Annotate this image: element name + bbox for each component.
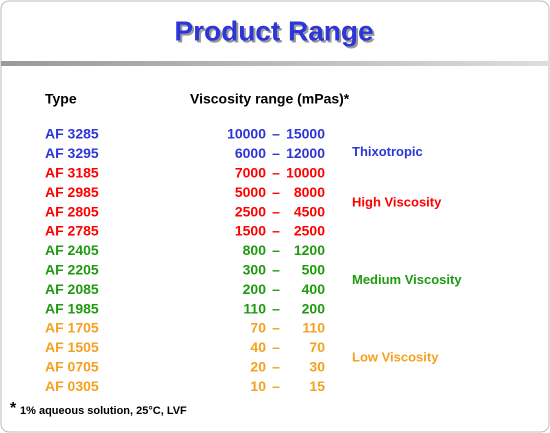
product-type: AF 1705 [45, 320, 99, 336]
viscosity-low: 2500 [235, 203, 266, 219]
product-type: AF 3185 [45, 165, 99, 181]
viscosity-low: 800 [243, 242, 267, 258]
viscosity-high: 4500 [294, 203, 325, 219]
range-separator: – [272, 359, 280, 375]
viscosity-low: 7000 [235, 165, 266, 181]
title: Product Range [174, 15, 373, 46]
product-type: AF 1505 [45, 339, 99, 355]
range-separator: – [272, 184, 280, 200]
viscosity-high: 200 [302, 300, 326, 316]
product-type: AF 1985 [45, 300, 99, 316]
range-separator: – [272, 203, 280, 219]
viscosity-high: 1200 [294, 242, 325, 258]
viscosity-high: 400 [302, 281, 326, 297]
product-type: AF 0705 [45, 359, 99, 375]
product-type: AF 0305 [45, 378, 99, 394]
viscosity-low: 70 [250, 320, 266, 336]
header-viscosity: Viscosity range (mPas)* [190, 91, 350, 107]
viscosity-low: 5000 [235, 184, 266, 200]
group-label: Medium Viscosity [352, 272, 462, 287]
viscosity-high: 70 [309, 339, 325, 355]
range-separator: – [272, 339, 280, 355]
viscosity-high: 30 [309, 359, 325, 375]
product-type: AF 2405 [45, 242, 99, 258]
footnote-text: 1% aqueous solution, 25°C, LVF [20, 405, 187, 417]
range-separator: – [272, 320, 280, 336]
viscosity-high: 12000 [286, 145, 325, 161]
title-shadow: Product Range [176, 17, 375, 48]
product-type: AF 3295 [45, 145, 99, 161]
viscosity-high: 2500 [294, 223, 325, 239]
header-type: Type [45, 91, 77, 107]
group-label: Low Viscosity [352, 350, 439, 365]
viscosity-high: 500 [302, 262, 326, 278]
range-separator: – [272, 223, 280, 239]
viscosity-high: 110 [302, 320, 325, 336]
viscosity-high: 15000 [286, 126, 325, 142]
range-separator: – [272, 281, 280, 297]
range-separator: – [272, 145, 280, 161]
product-type: AF 2085 [45, 281, 99, 297]
viscosity-low: 110 [243, 300, 266, 316]
range-separator: – [272, 300, 280, 316]
product-type: AF 2785 [45, 223, 99, 239]
viscosity-high: 15 [309, 378, 325, 394]
viscosity-low: 10000 [227, 126, 266, 142]
range-separator: – [272, 242, 280, 258]
viscosity-low: 200 [243, 281, 267, 297]
product-type: AF 2205 [45, 262, 99, 278]
range-separator: – [272, 378, 280, 394]
range-separator: – [272, 165, 280, 181]
viscosity-low: 10 [250, 378, 266, 394]
viscosity-low: 1500 [235, 223, 266, 239]
group-label: Thixotropic [352, 144, 423, 159]
divider [1, 61, 549, 66]
range-separator: – [272, 262, 280, 278]
product-type: AF 2805 [45, 203, 99, 219]
viscosity-low: 40 [250, 339, 266, 355]
footnote-marker: * [10, 400, 17, 417]
product-type: AF 2985 [45, 184, 99, 200]
viscosity-low: 20 [250, 359, 266, 375]
range-separator: – [272, 126, 280, 142]
product-type: AF 3285 [45, 126, 99, 142]
viscosity-high: 10000 [286, 165, 325, 181]
viscosity-low: 300 [243, 262, 267, 278]
viscosity-high: 8000 [294, 184, 325, 200]
viscosity-low: 6000 [235, 145, 266, 161]
group-label: High Viscosity [352, 194, 442, 209]
